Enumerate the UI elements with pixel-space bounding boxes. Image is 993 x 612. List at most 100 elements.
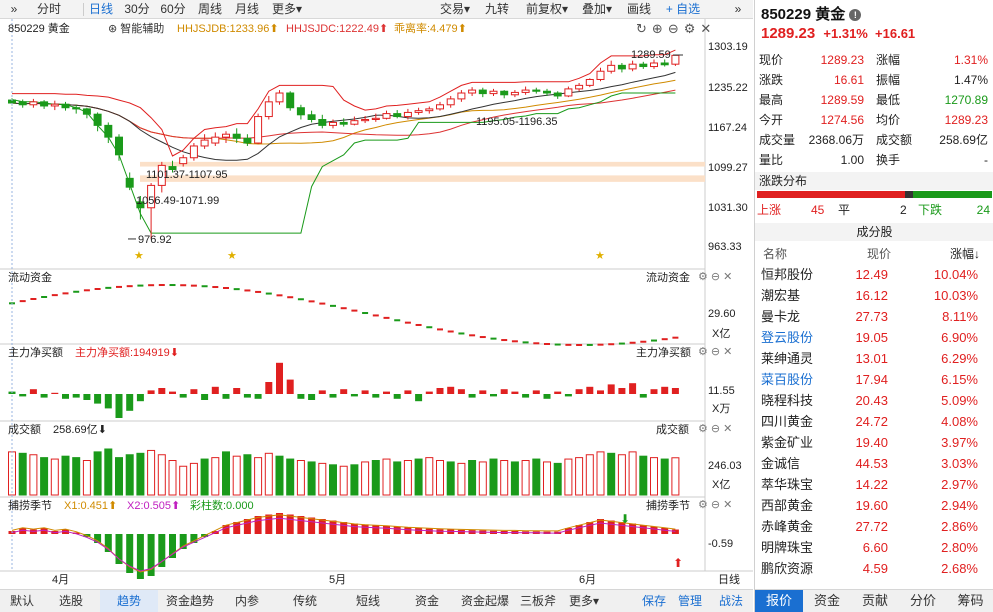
- table-row[interactable]: 潮宏基 16.12 10.03%: [755, 285, 993, 306]
- tab-more[interactable]: 更多▾: [271, 2, 303, 16]
- tab-short-term[interactable]: 短线: [355, 594, 380, 608]
- tab-fund-trend[interactable]: 资金趋势: [165, 594, 214, 608]
- volume-bar: [607, 452, 616, 496]
- chart-area[interactable]: ⬇ ⬆ 850229 黄金 ⊛ 智能辅助 HHJSJDB:1233.96⬆ HHJ…: [0, 19, 753, 589]
- expand-left-icon[interactable]: »: [10, 2, 18, 16]
- table-row[interactable]: 曼卡龙 27.73 8.11%: [755, 306, 993, 327]
- volume-bar: [361, 461, 370, 496]
- table-row[interactable]: 莱绅通灵 13.01 6.29%: [755, 348, 993, 369]
- panel-controls[interactable]: ⚙⊖✕: [698, 346, 735, 359]
- close-icon[interactable]: ✕: [723, 499, 736, 511]
- tab-contribution[interactable]: 贡献: [861, 593, 888, 608]
- settings-icon[interactable]: ⚙: [698, 423, 711, 435]
- season-bar: [425, 528, 433, 534]
- panel-controls[interactable]: ⚙⊖✕: [698, 271, 735, 284]
- table-row[interactable]: 恒邦股份 12.49 10.04%: [755, 264, 993, 285]
- candle-body: [350, 120, 359, 125]
- table-row[interactable]: 明牌珠宝 6.60 2.80%: [755, 537, 993, 558]
- tab-funds[interactable]: 资金: [414, 594, 439, 608]
- tab-more[interactable]: 更多▾: [568, 594, 600, 608]
- tab-60min[interactable]: 60分: [160, 2, 186, 16]
- close-icon[interactable]: ✕: [700, 21, 717, 36]
- close-icon[interactable]: ✕: [723, 423, 736, 435]
- tab-three-axes[interactable]: 三板斧: [519, 594, 556, 608]
- table-row[interactable]: 鹏欣资源 4.59 2.68%: [755, 558, 993, 579]
- lower-envelope: [11, 92, 676, 234]
- table-row[interactable]: 金诚信 44.53 3.03%: [755, 453, 993, 474]
- tab-fund-burst[interactable]: 资金起爆: [460, 594, 509, 608]
- candle-body: [125, 177, 134, 188]
- draw-button[interactable]: 画线: [626, 2, 651, 16]
- minimize-icon[interactable]: ⊖: [710, 271, 724, 283]
- table-row[interactable]: 西部黄金 19.60 2.94%: [755, 495, 993, 516]
- minimize-icon[interactable]: ⊖: [710, 346, 724, 358]
- manage-button[interactable]: 管理: [677, 594, 702, 608]
- tab-stock-pick[interactable]: 选股: [58, 594, 83, 608]
- candle-body: [596, 70, 605, 80]
- tab-daily[interactable]: 日线: [88, 2, 113, 16]
- chart-controls[interactable]: ↻⊕⊖⚙✕: [636, 22, 716, 35]
- settings-icon[interactable]: ⚙: [698, 271, 711, 283]
- table-row[interactable]: 菜百股份 17.94 6.15%: [755, 369, 993, 390]
- table-row[interactable]: 晓程科技 20.43 5.09%: [755, 390, 993, 411]
- quote-value: 1289.23: [820, 53, 864, 67]
- low-range-annotation: 1056.49-1071.99: [136, 195, 220, 207]
- tab-intraday[interactable]: 分时: [36, 2, 61, 16]
- tab-traditional[interactable]: 传统: [292, 594, 317, 608]
- col-price[interactable]: 现价: [867, 247, 892, 261]
- volume-bar: [617, 454, 626, 496]
- constituents-columns: 名称 现价 涨幅↓: [755, 245, 993, 263]
- close-icon[interactable]: ✕: [723, 271, 736, 283]
- zoom-out-icon[interactable]: ⊖: [667, 21, 684, 36]
- tab-price-dist[interactable]: 分价: [909, 593, 936, 608]
- tab-30min[interactable]: 30分: [124, 2, 150, 16]
- tab-weekly[interactable]: 周线: [197, 2, 222, 16]
- save-button[interactable]: 保存: [641, 594, 666, 608]
- settings-icon[interactable]: ⚙: [698, 499, 711, 511]
- overlay-menu[interactable]: 叠加▾: [581, 2, 613, 16]
- adjust-menu[interactable]: 前复权▾: [525, 2, 569, 16]
- trade-menu[interactable]: 交易▾: [439, 2, 471, 16]
- season-bar: [575, 525, 583, 534]
- tab-chips[interactable]: 筹码: [957, 593, 984, 608]
- quote-label: 均价: [876, 113, 901, 127]
- col-name[interactable]: 名称: [763, 247, 788, 261]
- smart-assist-icon: ⊛: [108, 23, 118, 35]
- table-row[interactable]: 登云股份 19.05 6.90%: [755, 327, 993, 348]
- expand-right-icon[interactable]: »: [734, 2, 742, 16]
- table-row[interactable]: 萃华珠宝 14.22 2.97%: [755, 474, 993, 495]
- table-row[interactable]: 赤峰黄金 27.72 2.86%: [755, 516, 993, 537]
- col-change-sort[interactable]: 涨幅↓: [949, 247, 980, 261]
- tab-monthly[interactable]: 月线: [234, 2, 259, 16]
- volume-bar: [104, 448, 113, 496]
- table-row[interactable]: 四川黄金 24.72 4.08%: [755, 411, 993, 432]
- zoom-in-icon[interactable]: ⊕: [651, 21, 668, 36]
- volume-bar: [264, 452, 273, 496]
- season-bar: [361, 524, 369, 534]
- panel-controls[interactable]: ⚙⊖✕: [698, 499, 735, 512]
- mainflow-bar: [62, 394, 69, 399]
- minimize-icon[interactable]: ⊖: [710, 499, 724, 511]
- settings-icon[interactable]: ⚙: [698, 346, 711, 358]
- season-bar: [179, 534, 187, 549]
- minimize-icon[interactable]: ⊖: [710, 423, 724, 435]
- nine-turn-button[interactable]: 九转: [484, 2, 509, 16]
- close-icon[interactable]: ✕: [723, 346, 736, 358]
- tab-funds[interactable]: 资金: [813, 593, 840, 608]
- table-row[interactable]: 紫金矿业 19.40 3.97%: [755, 432, 993, 453]
- smart-assist-toggle[interactable]: ⊛ 智能辅助: [108, 23, 164, 36]
- info-icon[interactable]: !: [849, 9, 862, 22]
- panel-controls[interactable]: ⚙⊖✕: [698, 423, 735, 436]
- strategy-button[interactable]: 战法: [718, 594, 743, 608]
- tab-quote[interactable]: 报价: [755, 590, 803, 612]
- tab-trend[interactable]: 趋势: [100, 590, 158, 612]
- refresh-icon[interactable]: ↻: [636, 21, 652, 36]
- add-watchlist-button[interactable]: + 自选: [665, 2, 701, 16]
- kline-chart-svg[interactable]: ⬇⬆: [0, 19, 753, 589]
- candle-body: [93, 113, 102, 126]
- tab-default[interactable]: 默认: [9, 594, 34, 608]
- tab-insider[interactable]: 内参: [234, 594, 259, 608]
- month-label: 6月: [579, 574, 597, 586]
- volume-bar: [243, 454, 252, 496]
- settings-icon[interactable]: ⚙: [683, 21, 701, 36]
